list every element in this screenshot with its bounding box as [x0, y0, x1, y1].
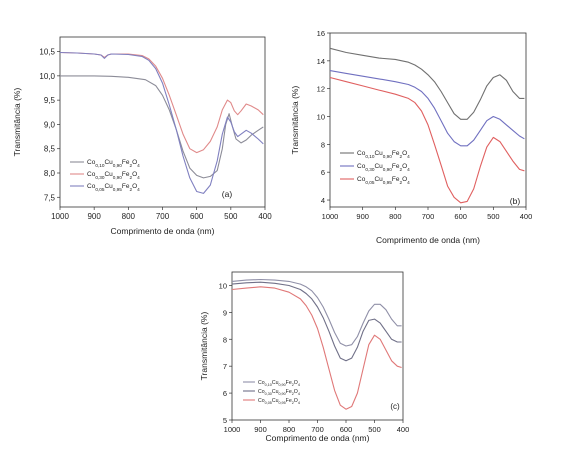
y-tick-label: 7 [223, 362, 227, 371]
y-tick-label: 8 [223, 335, 227, 344]
y-tick-label: 12 [317, 85, 325, 94]
x-tick-label: 700 [422, 212, 435, 221]
x-tick-label: 1000 [224, 425, 241, 434]
y-tick-label: 10 [219, 281, 227, 290]
x-tick-label: 800 [389, 212, 402, 221]
x-tick-label: 1000 [322, 212, 339, 221]
panel-label: (b) [510, 196, 521, 206]
y-tick-label: 9,0 [44, 120, 56, 129]
y-tick-label: 6 [321, 168, 325, 177]
x-tick-label: 500 [368, 425, 381, 434]
x-tick-label: 600 [190, 212, 204, 221]
chart-panel-c: 1000 900 800 700 600 500 400 5 6 7 8 9 10 Comprimento… [199, 271, 410, 443]
chart-panel-b: 1000 900 800 700 600 500 400 4 6 8 10 12 14 16 Comprim… [290, 29, 532, 245]
legend-entry-0: Co0,10Cu0,90Fe2O4 [258, 380, 300, 387]
x-tick-label: 400 [520, 212, 533, 221]
x-tick-label: 900 [356, 212, 369, 221]
x-tick-label: 600 [340, 425, 353, 434]
legend-entry-1: Co0,30Cu0,90Fe2O4 [87, 171, 140, 180]
y-tick-label: 7,5 [44, 193, 56, 202]
x-axis-label: Comprimento de onda (nm) [376, 235, 480, 245]
legend-entry-2: Co0,05Cu0,95Fe2O4 [87, 183, 140, 192]
series-line-1 [231, 281, 402, 362]
x-tick-label: 800 [122, 212, 136, 221]
x-tick-label: 400 [397, 425, 410, 434]
x-tick-label: 1000 [51, 212, 69, 221]
y-tick-label: 8 [321, 140, 325, 149]
chart-panel-a: 1000 900 800 700 600 500 400 7,5 8,0 8,5 9,0 9,5 10,… [12, 36, 272, 236]
x-tick-label: 900 [254, 425, 267, 434]
y-tick-label: 8,5 [44, 145, 56, 154]
panel-label: (a) [222, 189, 233, 199]
x-axis-label: Comprimento de onda (nm) [266, 433, 370, 443]
series-line-2 [59, 51, 264, 194]
y-tick-label: 8,0 [44, 169, 56, 178]
y-tick-label: 9,5 [44, 96, 56, 105]
panel-label: (c) [390, 402, 400, 411]
series-line-2 [329, 76, 525, 204]
y-tick-label: 14 [317, 57, 325, 66]
legend-entry-1: Co0,30Cu0,90Fe2O4 [258, 389, 300, 396]
x-axis-label: Comprimento de onda (nm) [111, 226, 215, 236]
legend-entry-2: Co0,05Cu0,95Fe2O4 [258, 398, 300, 405]
x-tick-label: 400 [258, 212, 272, 221]
series-line-0 [329, 47, 525, 120]
y-tick-label: 9 [223, 308, 227, 317]
series-line-0 [231, 278, 402, 347]
y-tick-label: 10,0 [39, 72, 55, 81]
y-tick-label: 10,5 [39, 48, 55, 57]
legend-entry-0: Co0,10Cu0,90Fe2O4 [87, 159, 140, 168]
legend-entry-1: Co0,30Cu0,90Fe2O4 [357, 163, 410, 172]
series-line-1 [329, 70, 525, 147]
x-tick-label: 800 [283, 425, 296, 434]
y-axis-label: Transmitância (%) [199, 312, 209, 381]
y-tick-label: 4 [321, 196, 325, 205]
y-tick-label: 5 [223, 416, 227, 425]
x-tick-label: 700 [156, 212, 170, 221]
series-line-2 [231, 286, 402, 410]
y-axis-label: Transmitância (%) [12, 88, 22, 157]
x-tick-label: 500 [224, 212, 238, 221]
series-line-0 [60, 75, 264, 179]
y-axis-label: Transmitância (%) [290, 86, 300, 155]
y-tick-label: 6 [223, 389, 227, 398]
y-tick-label: 16 [317, 29, 325, 38]
x-tick-label: 700 [311, 425, 324, 434]
legend-entry-2: Co0,05Cu0,95Fe2O4 [357, 176, 410, 185]
x-tick-label: 900 [87, 212, 101, 221]
x-tick-label: 500 [487, 212, 500, 221]
legend-entry-0: Co0,10Cu0,90Fe2O4 [357, 150, 410, 159]
y-tick-label: 10 [317, 113, 325, 122]
x-tick-label: 600 [454, 212, 467, 221]
